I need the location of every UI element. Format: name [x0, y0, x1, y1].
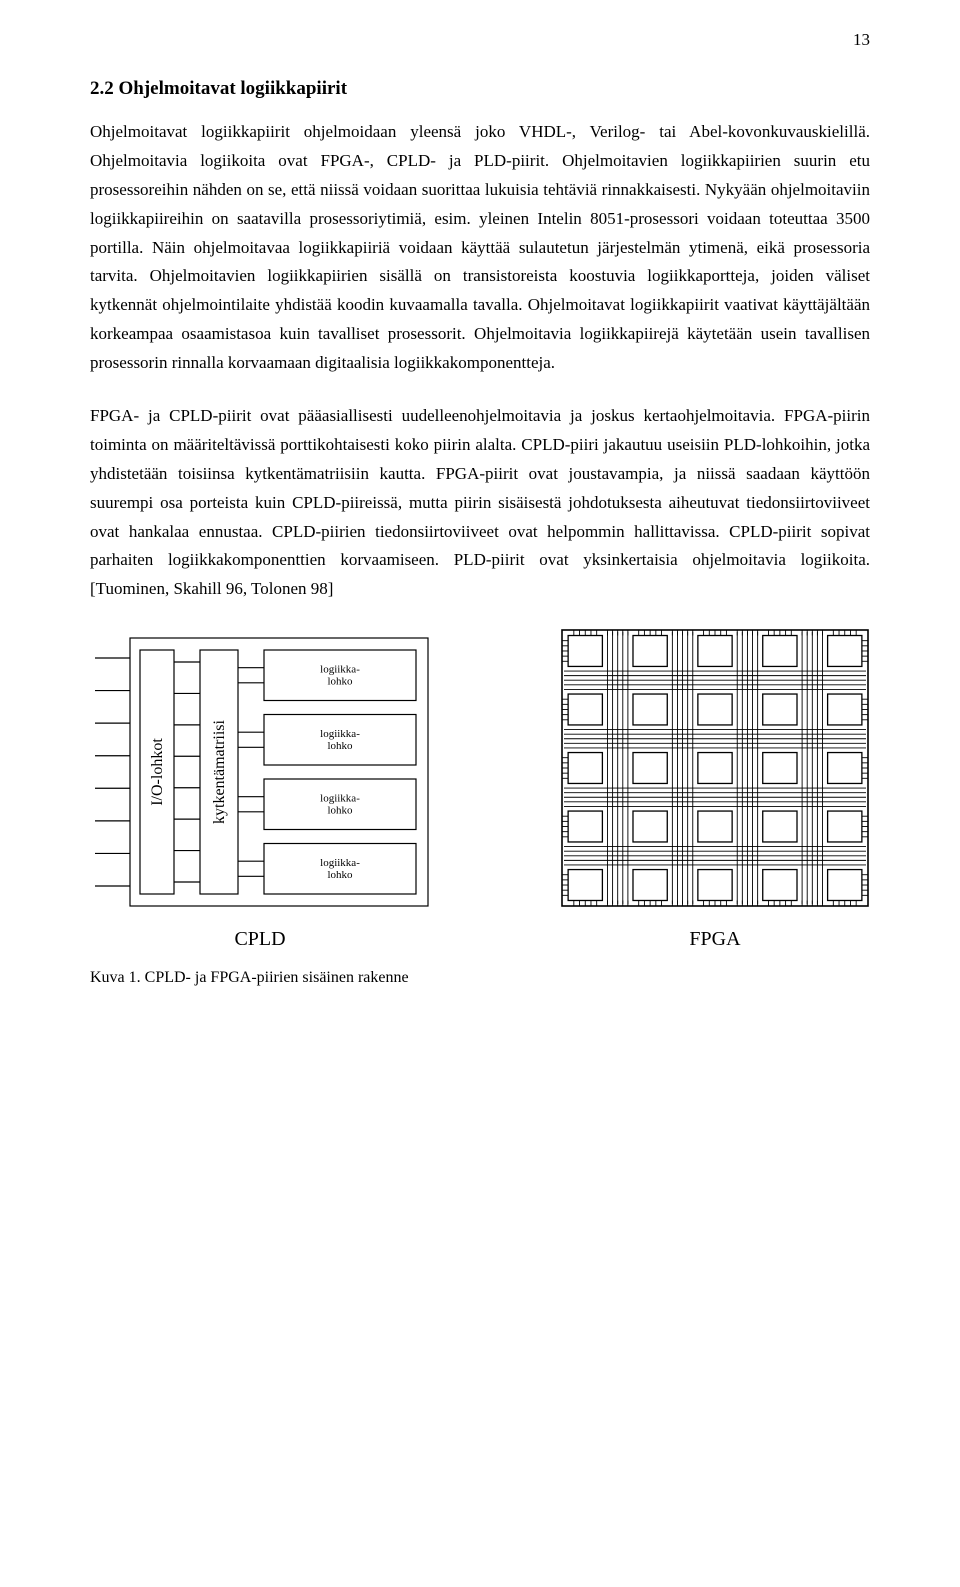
cpld-caption: CPLD: [234, 928, 285, 951]
cpld-diagram: I/O-lohkotkytkentämatriisilogiikka-lohko…: [90, 628, 430, 908]
svg-text:kytkentämatriisi: kytkentämatriisi: [211, 720, 228, 825]
figure-row: I/O-lohkotkytkentämatriisilogiikka-lohko…: [90, 628, 870, 951]
figure-caption: Kuva 1. CPLD- ja FPGA-piirien sisäinen r…: [90, 969, 870, 987]
figure-fpga: FPGA: [560, 628, 870, 951]
figure-cpld: I/O-lohkotkytkentämatriisilogiikka-lohko…: [90, 628, 430, 951]
paragraph-2: FPGA- ja CPLD-piirit ovat pääasiallisest…: [90, 402, 870, 604]
fpga-caption: FPGA: [689, 928, 740, 951]
page-number: 13: [853, 30, 870, 50]
paragraph-1: Ohjelmoitavat logiikkapiirit ohjelmoidaa…: [90, 118, 870, 378]
fpga-diagram: [560, 628, 870, 908]
section-heading: 2.2 Ohjelmoitavat logiikkapiirit: [90, 78, 870, 100]
svg-text:I/O-lohkot: I/O-lohkot: [149, 738, 166, 806]
